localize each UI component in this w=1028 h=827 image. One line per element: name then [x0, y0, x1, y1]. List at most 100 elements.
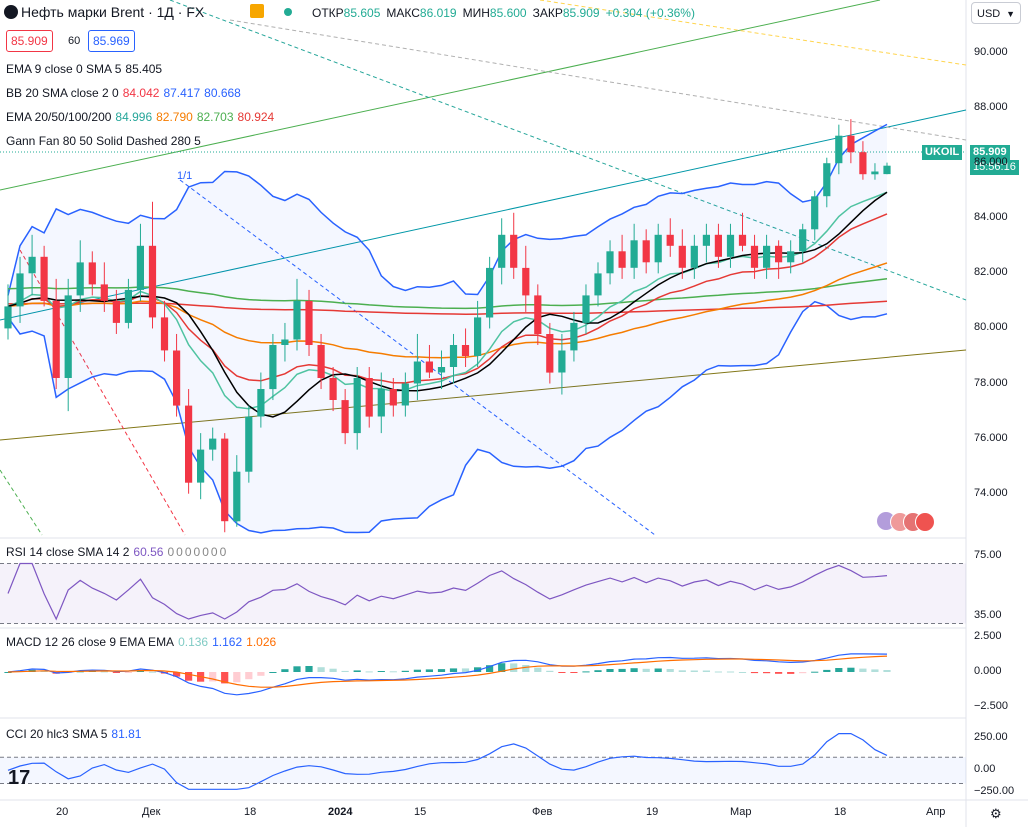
- macd-histogram-bar: [486, 665, 494, 672]
- gear-icon[interactable]: ⚙: [990, 806, 1002, 821]
- candle: [654, 234, 662, 263]
- candle: [642, 240, 650, 263]
- legend-rsi[interactable]: RSI 14 close SMA 14 2 60.56 0 0 0 0 0 0 0: [6, 545, 227, 559]
- bollinger-upper-line: [7, 123, 888, 296]
- candle: [702, 234, 710, 246]
- candle: [690, 245, 698, 268]
- candle: [449, 345, 458, 367]
- y-axis-tick-label: 84.000: [974, 211, 1008, 224]
- macd-histogram-bar: [811, 671, 819, 673]
- macd-histogram-bar: [690, 670, 698, 672]
- legend-ema-multi[interactable]: EMA 20/50/100/200 84.996 82.790 82.703 80.92…: [6, 110, 275, 124]
- candle: [474, 317, 482, 356]
- countdown-tag: 15:56:16: [970, 160, 1019, 175]
- macd-histogram-bar: [678, 670, 686, 672]
- indicator-axis-tick-label: 35.00: [974, 609, 1002, 621]
- candle: [799, 229, 807, 252]
- candle: [136, 245, 144, 290]
- macd-histogram-bar: [570, 672, 578, 673]
- x-axis-tick-label: Мар: [730, 806, 752, 818]
- tradingview-logo-icon: 17: [8, 767, 31, 789]
- macd-histogram-bar: [835, 668, 843, 672]
- candle: [88, 262, 96, 285]
- macd-histogram-bar: [666, 669, 674, 672]
- macd-histogram-bar: [401, 670, 409, 672]
- candle: [100, 284, 108, 301]
- chevron-down-icon: ▼: [1006, 9, 1015, 19]
- macd-histogram-bar: [546, 670, 554, 672]
- candle: [546, 334, 554, 373]
- candle: [353, 378, 361, 434]
- candle: [461, 345, 470, 356]
- candle: [389, 389, 397, 406]
- macd-histogram-bar: [209, 672, 217, 682]
- candle: [437, 367, 446, 373]
- macd-histogram-bar: [847, 667, 855, 672]
- candle: [233, 471, 241, 522]
- macd-histogram-bar: [714, 671, 722, 673]
- signal-line: [7, 655, 888, 688]
- macd-histogram-bar: [594, 670, 602, 672]
- macd-histogram-bar: [341, 670, 349, 672]
- symbol-icon: [4, 5, 18, 19]
- candle: [498, 234, 506, 268]
- macd-histogram-bar: [413, 669, 421, 672]
- macd-histogram-bar: [425, 669, 433, 672]
- indicator-axis-tick-label: 0.000: [974, 665, 1002, 677]
- candle: [124, 289, 132, 323]
- indicator-axis-tick-label: −250.00: [974, 785, 1015, 797]
- macd-histogram-bar: [474, 667, 482, 672]
- x-axis-tick-label: 15: [414, 806, 427, 818]
- buy-price-button[interactable]: 85.969: [88, 30, 135, 52]
- candle: [763, 245, 771, 268]
- gann-fan-label: 1/1: [177, 170, 193, 182]
- macd-histogram-bar: [582, 671, 590, 673]
- symbol-title[interactable]: Нефть марки Brent · 1Д · FX: [21, 4, 205, 20]
- candle: [4, 306, 12, 329]
- macd-histogram-bar: [871, 669, 879, 672]
- candle: [486, 267, 494, 318]
- candle: [775, 245, 783, 263]
- y-axis-tick-label: 80.000: [974, 321, 1008, 334]
- candle: [582, 295, 590, 323]
- macd-histogram-bar: [726, 671, 735, 673]
- macd-histogram-bar: [437, 669, 446, 672]
- us-flag-icon[interactable]: [915, 512, 935, 532]
- legend-gann[interactable]: Gann Fan 80 50 Solid Dashed 280 5: [6, 134, 201, 148]
- candle: [522, 267, 530, 296]
- y-axis-tick-label: 86.000: [974, 156, 1008, 169]
- candle: [197, 449, 205, 483]
- candle: [245, 416, 253, 472]
- candle: [425, 361, 433, 373]
- candle: [173, 350, 181, 406]
- trendline: [0, 109, 967, 321]
- candle: [401, 383, 409, 406]
- candle: [40, 256, 48, 301]
- currency-select[interactable]: USD ▼: [971, 2, 1021, 24]
- candle: [606, 251, 614, 274]
- macd-histogram-bar: [353, 670, 361, 672]
- candle: [148, 245, 157, 318]
- trendline: [0, 349, 967, 441]
- macd-histogram-bar: [148, 671, 157, 673]
- indicator-axis-tick-label: 2.500: [974, 630, 1002, 642]
- candle: [293, 300, 301, 340]
- x-axis-tick-label: Фев: [532, 806, 553, 818]
- candle: [534, 295, 542, 334]
- sell-price-button[interactable]: 85.909: [6, 30, 53, 52]
- macd-histogram-bar: [823, 669, 831, 672]
- candle: [281, 339, 289, 345]
- legend-ema9[interactable]: EMA 9 close 0 SMA 5 85.405: [6, 62, 163, 76]
- y-axis-tick-label: 76.000: [974, 431, 1008, 444]
- spread-value: 60: [68, 35, 81, 47]
- legend-bb[interactable]: BB 20 SMA close 2 0 84.042 87.417 80.668: [6, 86, 241, 100]
- candle: [64, 295, 72, 378]
- macd-histogram-bar: [702, 670, 710, 672]
- flag-icon[interactable]: [250, 4, 264, 18]
- market-status-icon: [284, 8, 292, 16]
- candle: [365, 378, 373, 417]
- legend-macd[interactable]: MACD 12 26 close 9 EMA EMA 0.136 1.162 1.02…: [6, 635, 277, 649]
- candle: [305, 300, 313, 345]
- legend-cci[interactable]: CCI 20 hlc3 SMA 5 81.81: [6, 727, 142, 741]
